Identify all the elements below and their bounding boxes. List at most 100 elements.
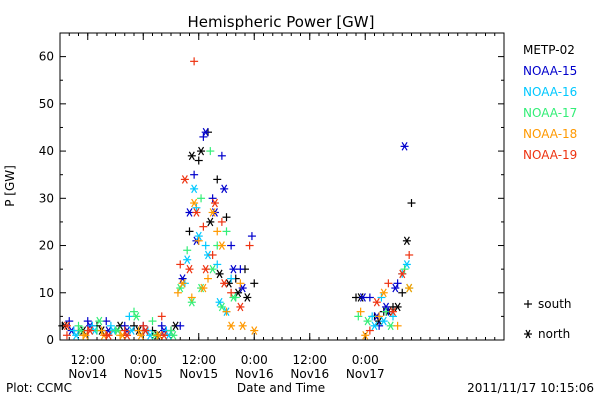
noaa-18-south-point [236,279,245,288]
noaa-19-north-point [180,175,189,184]
metp-02-south-point [222,213,231,222]
metp-02-north-point [197,146,206,156]
legend-entry-noaa-16: NOAA-16 [523,85,577,99]
noaa-17-north-point [386,321,395,331]
noaa-17-north-point [229,293,238,302]
x-tick-label-time: 12:00 [70,353,105,367]
noaa-18-south-point [222,307,231,316]
noaa-15-south-point [393,279,402,288]
noaa-15-north-point [229,264,238,274]
noaa-16-south-point [69,326,78,335]
noaa-19-north-point [141,326,150,335]
y-tick-label: 10 [39,286,54,300]
noaa-17-south-point [354,312,363,321]
noaa-15-south-point [247,232,256,241]
metp-02-south-point [185,227,194,236]
noaa-19-south-point [384,279,393,288]
x-tick-label-date: Nov16 [235,367,274,381]
chart-title: Hemispheric Power [GW] [188,13,375,31]
noaa-15-south-point [227,241,236,250]
legend-entry-noaa-17: NOAA-17 [523,106,577,120]
noaa-17-north-point [113,326,122,335]
metp-02-north-point [393,302,402,312]
noaa-15-south-point [236,265,245,274]
noaa-17-south-point [130,307,138,316]
noaa-19-south-point [245,241,254,250]
noaa-19-south-point [157,312,166,321]
metp-02-south-point [250,279,259,288]
noaa-19-south-point [227,288,236,297]
x-tick-label-time: 12:00 [181,353,216,367]
noaa-16-south-point [88,321,97,330]
noaa-17-north-point [95,316,104,326]
noaa-15-south-point [217,151,226,160]
noaa-18-south-point [134,326,143,335]
metp-02-north-point [402,236,411,246]
plot-area-frame [59,32,505,341]
noaa-15-north-point [382,302,391,312]
noaa-18-north-point [81,330,90,340]
metp-02-north-point [234,288,243,298]
x-tick-label-date: Nov15 [179,367,218,381]
noaa-16-north-point [127,326,136,335]
x-tick-label-date: Nov15 [124,367,163,381]
noaa-17-north-point [76,326,85,335]
noaa-15-north-point [391,283,400,293]
noaa-18-north-point [250,326,259,335]
y-tick-label: 40 [39,144,54,158]
legend: METP-02 NOAA-15 NOAA-16 NOAA-17 NOAA-18 NOAA-… [523,43,577,162]
noaa-15-north-point [220,184,229,194]
noaa-17-north-point [187,297,196,307]
metp-02-south-point [398,288,407,297]
noaa-17-north-point [208,264,217,274]
hemisphere-key-label-south: south [538,297,572,311]
noaa-19-north-point [160,330,169,340]
noaa-16-north-point [215,297,224,307]
hemisphere-key-label-north: north [538,327,570,341]
noaa-18-north-point [217,241,226,250]
x-tick-label-time: 0:00 [352,353,379,367]
noaa-18-north-point [361,330,370,340]
noaa-17-north-point [363,316,372,326]
noaa-19-north-point [210,198,219,208]
noaa-17-south-point [183,246,192,255]
noaa-19-south-point [405,250,414,259]
noaa-15-north-point [201,127,210,137]
noaa-17-south-point [74,321,83,330]
noaa-18-north-point [199,283,208,293]
plus-symbol-icon [524,300,532,308]
metp-02-south-point [213,175,222,184]
legend-entry-noaa-19: NOAA-19 [523,148,577,162]
noaa-16-south-point [192,203,201,212]
noaa-17-south-point [206,147,215,156]
noaa-19-south-point [62,331,71,340]
noaa-15-north-point [185,208,194,217]
noaa-17-south-point [148,317,157,326]
noaa-16-south-point [106,321,115,330]
legend-entry-metp-02: METP-02 [523,43,575,57]
noaa-17-north-point [132,312,141,321]
noaa-18-south-point [356,307,365,316]
footer-plot-source: Plot: CCMC [6,381,72,395]
noaa-18-north-point [208,208,217,217]
metp-02-south-point [194,156,203,165]
noaa-19-south-point [139,321,148,330]
x-tick-label-time: 12:00 [292,353,327,367]
noaa-15-south-point [83,317,92,326]
noaa-19-north-point [220,279,229,288]
noaa-16-north-point [379,316,388,326]
noaa-15-south-point [157,321,166,330]
noaa-16-south-point [389,312,397,321]
noaa-16-north-point [190,184,199,194]
noaa-19-north-point [185,264,194,274]
noaa-19-south-point [365,326,374,335]
noaa-19-north-point [236,302,245,312]
y-tick-label: 30 [39,191,54,205]
noaa-19-north-point [62,321,71,331]
noaa-17-south-point [382,307,391,316]
asterisk-symbol-icon [524,329,532,339]
noaa-19-north-point [389,307,397,316]
noaa-18-south-point [187,293,196,302]
noaa-18-north-point [227,321,236,331]
data-markers [58,57,416,340]
